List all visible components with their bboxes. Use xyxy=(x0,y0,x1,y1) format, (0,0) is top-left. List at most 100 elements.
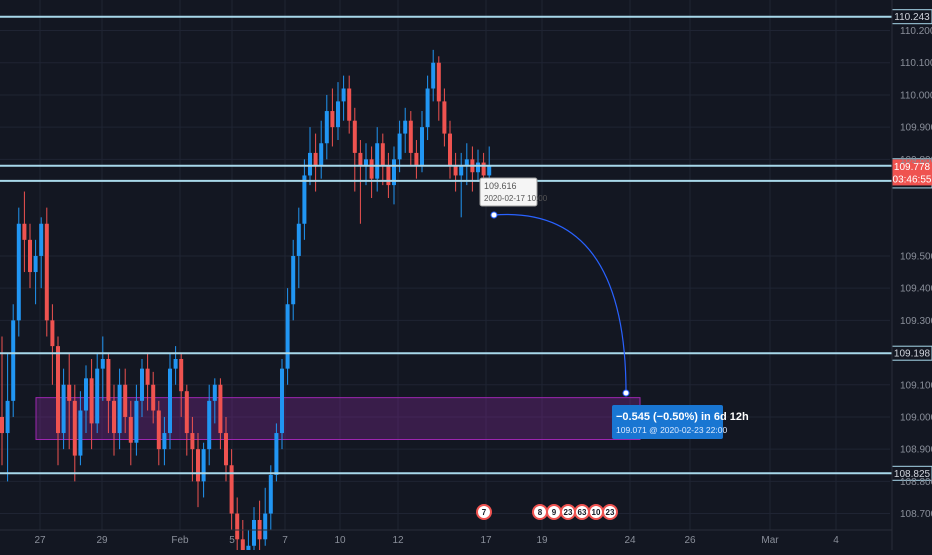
current-price-tag xyxy=(892,159,932,186)
y-tick-label: 109.900 xyxy=(900,123,932,134)
candle-body xyxy=(207,400,212,450)
candle-body xyxy=(229,465,234,514)
candle xyxy=(296,207,301,289)
candle xyxy=(89,358,94,450)
y-tick-label: 109.500 xyxy=(900,251,932,262)
projection-arc[interactable] xyxy=(493,213,627,394)
horizontal-levels[interactable]: 110.243109.780109.733109.198108.825109.7… xyxy=(0,9,932,481)
candle xyxy=(0,336,4,466)
event-marker-label: 9 xyxy=(552,508,557,517)
candle-body xyxy=(123,384,128,417)
projection-start-handle[interactable] xyxy=(490,211,498,219)
candle-body xyxy=(341,88,346,102)
candle xyxy=(442,88,447,147)
candle xyxy=(352,107,357,192)
candle xyxy=(106,352,111,434)
candle xyxy=(431,49,436,102)
candle xyxy=(212,378,217,424)
candle-body xyxy=(196,449,200,482)
candle-body xyxy=(481,162,486,176)
candle xyxy=(280,358,284,450)
candle-body xyxy=(324,111,329,144)
candle-body xyxy=(291,255,296,305)
candle-body xyxy=(67,384,72,401)
level-label: 108.825 xyxy=(894,469,931,480)
candle-body xyxy=(464,159,469,166)
y-tick-label: 110.000 xyxy=(900,90,932,101)
candle xyxy=(16,207,21,337)
event-marker[interactable]: 63 xyxy=(574,504,590,520)
projection-end-handle[interactable] xyxy=(622,389,630,397)
candle-body xyxy=(476,162,480,173)
projection-tool[interactable]: 109.616 2020-02-17 10:00 −0.545 (−0.50%) i… xyxy=(479,177,749,439)
candle-body xyxy=(252,520,256,546)
candle xyxy=(274,423,279,482)
event-marker[interactable]: 9 xyxy=(546,504,562,520)
candle-body xyxy=(168,368,172,434)
candle xyxy=(263,487,268,546)
x-tick-label: Feb xyxy=(171,535,189,546)
candle-body xyxy=(218,384,223,434)
candle-body xyxy=(358,152,363,166)
candle xyxy=(28,223,32,289)
candle xyxy=(72,384,77,482)
candle xyxy=(39,217,44,289)
candle xyxy=(436,56,441,121)
event-marker[interactable]: 23 xyxy=(602,504,618,520)
candle xyxy=(5,352,10,482)
candle-body xyxy=(235,513,240,540)
event-marker[interactable]: 7 xyxy=(476,504,492,520)
event-marker[interactable]: 23 xyxy=(560,504,576,520)
event-marker[interactable]: 10 xyxy=(588,504,604,520)
candle-body xyxy=(285,304,290,369)
candle xyxy=(50,304,55,385)
candle-body xyxy=(140,368,144,401)
candle-body xyxy=(11,320,16,401)
candle-body xyxy=(459,165,464,176)
candle-body xyxy=(201,449,206,482)
grid xyxy=(0,0,890,530)
candle-body xyxy=(184,391,189,434)
candle-body xyxy=(28,239,32,273)
event-marker[interactable]: 8 xyxy=(532,504,548,520)
candle xyxy=(302,159,307,240)
candle xyxy=(22,191,27,273)
candle xyxy=(324,94,329,160)
candle-body xyxy=(44,223,49,321)
candle xyxy=(78,391,83,466)
candle-body xyxy=(95,368,100,424)
candle-body xyxy=(274,433,279,475)
x-tick-label: 29 xyxy=(96,535,108,546)
candle-body xyxy=(50,320,55,347)
candle-body xyxy=(128,416,133,443)
candle-body xyxy=(448,133,452,166)
candle xyxy=(179,352,184,417)
candle-body xyxy=(16,223,21,321)
candle-body xyxy=(117,384,122,434)
x-tick-label: 19 xyxy=(536,535,548,546)
event-marker-label: 63 xyxy=(578,508,587,517)
candle xyxy=(369,146,374,198)
candle-body xyxy=(56,346,60,434)
candle xyxy=(196,433,200,508)
candle-body xyxy=(397,133,402,160)
countdown-label: 03:46:55 xyxy=(893,174,932,185)
end-label-box xyxy=(612,405,723,439)
current-price-label: 109.778 xyxy=(894,162,931,173)
event-marker-label: 7 xyxy=(482,508,487,517)
candle-body xyxy=(246,545,251,555)
y-tick-label: 109.100 xyxy=(900,380,932,391)
candle xyxy=(112,384,116,456)
candle xyxy=(229,449,234,530)
candle-body xyxy=(414,152,419,166)
x-tick-label: 5 xyxy=(229,535,235,546)
candle xyxy=(201,442,206,498)
candle-body xyxy=(336,101,340,128)
event-markers[interactable]: 7 8 9 23 63 10 23 xyxy=(476,504,618,520)
end-label-change: −0.545 (−0.50%) in 6d 12h xyxy=(616,411,749,423)
candle-body xyxy=(5,400,10,434)
candle-body xyxy=(408,120,413,153)
x-tick-label: 12 xyxy=(392,535,404,546)
